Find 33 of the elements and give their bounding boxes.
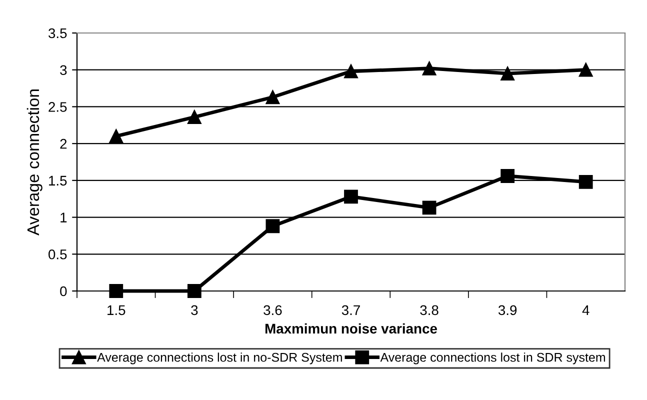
point (422, 61, 436, 76)
point (344, 64, 358, 78)
legend-label: Average connections lost in no-SDR System (97, 352, 342, 364)
x-tick-label: 3.8 (420, 305, 438, 316)
point (578, 62, 593, 77)
x-tick-label: 3 (191, 305, 198, 316)
x-tick-label: 3.7 (342, 305, 360, 316)
x-tick-label: 3.9 (498, 305, 517, 316)
point (266, 219, 280, 234)
point (578, 174, 593, 189)
legend-label: Average connections lost in SDR system (380, 352, 606, 364)
y-tick-label: 3 (60, 65, 67, 76)
point (266, 90, 280, 104)
point (344, 190, 358, 204)
point (187, 110, 202, 124)
point (187, 284, 202, 298)
y-tick-label: 3.5 (48, 28, 67, 38)
x-tick-label: 1.5 (108, 305, 126, 316)
point (500, 169, 515, 183)
x-axis-title: Maxmimun noise variance (265, 323, 437, 334)
y-tick-label: 1 (60, 212, 67, 222)
y-tick-label: 1.5 (49, 176, 67, 186)
y-tick-label: 2 (60, 138, 67, 149)
x-tick-label: 4 (582, 305, 590, 315)
point (500, 66, 515, 80)
x-tick-label: 3.6 (264, 305, 282, 316)
point (109, 129, 124, 144)
y-axis-title: Average connection (26, 90, 42, 236)
y-tick-label: 0.5 (48, 249, 67, 260)
y-tick-label: 0 (60, 286, 67, 296)
y-tick-label: 2.5 (48, 102, 67, 112)
point (109, 284, 124, 298)
point (422, 200, 436, 215)
